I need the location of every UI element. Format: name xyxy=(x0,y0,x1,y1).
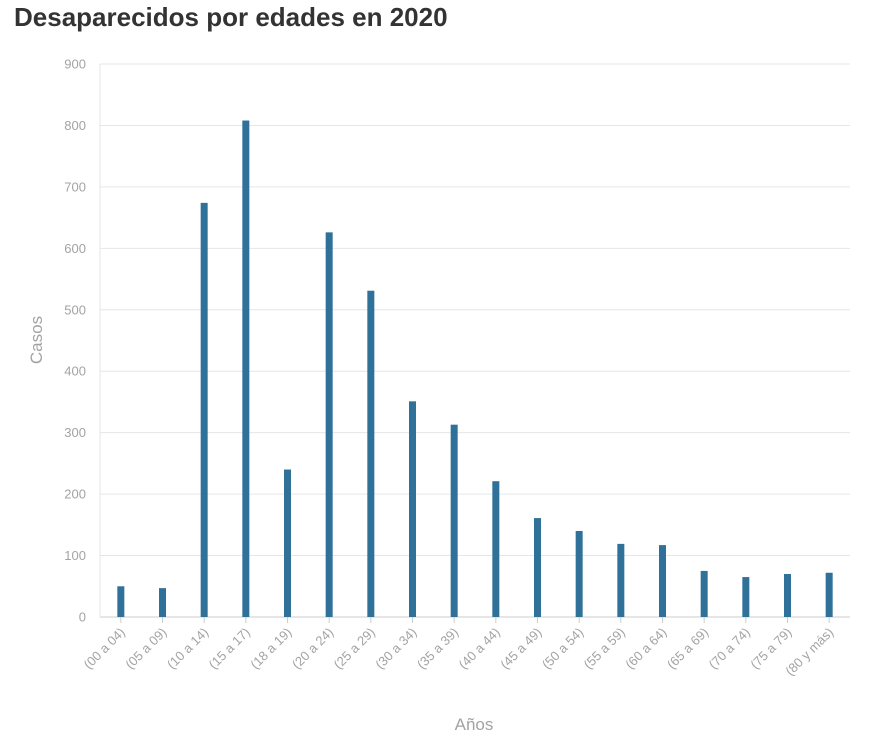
x-axis-ticks: (00 a 04)(05 a 09)(10 a 14)(15 a 17)(18 … xyxy=(81,617,836,679)
y-tick-label: 900 xyxy=(64,57,86,72)
bar[interactable] xyxy=(742,577,750,617)
x-tick-label: (60 a 64) xyxy=(622,625,669,672)
x-axis-label: Años xyxy=(455,715,494,734)
x-tick-label: (70 a 74) xyxy=(706,625,753,672)
x-tick-label: (45 a 49) xyxy=(497,625,544,672)
x-tick-label: (40 a 44) xyxy=(456,625,503,672)
x-tick-label: (30 a 34) xyxy=(372,625,419,672)
bar[interactable] xyxy=(200,202,208,617)
x-tick-label: (50 a 54) xyxy=(539,625,586,672)
bar[interactable] xyxy=(284,469,291,617)
bar[interactable] xyxy=(409,401,416,617)
bar[interactable] xyxy=(325,232,333,617)
y-tick-label: 400 xyxy=(64,364,86,379)
bar[interactable] xyxy=(617,543,625,617)
bar[interactable] xyxy=(659,545,666,617)
y-tick-label: 200 xyxy=(64,487,86,502)
y-tick-label: 500 xyxy=(64,302,86,317)
bar[interactable] xyxy=(117,586,125,617)
chart-title: Desaparecidos por edades en 2020 xyxy=(14,2,448,32)
x-tick-label: (00 a 04) xyxy=(81,625,128,672)
x-tick-label: (55 a 59) xyxy=(581,625,628,672)
x-tick-label: (10 a 14) xyxy=(164,625,211,672)
gridlines xyxy=(99,63,850,618)
y-tick-label: 100 xyxy=(64,548,86,563)
y-tick-label: 600 xyxy=(64,241,86,256)
x-tick-label: (65 a 69) xyxy=(664,625,711,672)
y-tick-label: 800 xyxy=(64,118,86,133)
x-tick-label: (15 a 17) xyxy=(206,625,253,672)
x-tick-label: (35 a 39) xyxy=(414,625,461,672)
x-tick-label: (18 a 19) xyxy=(247,625,294,672)
bar[interactable] xyxy=(575,530,583,617)
y-tick-label: 700 xyxy=(64,179,86,194)
x-tick-label: (20 a 24) xyxy=(289,625,336,672)
bar[interactable] xyxy=(450,424,458,617)
x-tick-label: (25 a 29) xyxy=(331,625,378,672)
x-tick-label: (05 a 09) xyxy=(122,625,169,672)
bar[interactable] xyxy=(367,290,375,617)
bar[interactable] xyxy=(492,481,500,617)
y-axis-ticks: 0 100 200 300 400 500 600 700 800 900 xyxy=(64,57,86,625)
bar[interactable] xyxy=(700,570,708,617)
y-tick-label: 0 xyxy=(79,610,86,625)
y-axis-label: Casos xyxy=(27,316,46,364)
bar[interactable] xyxy=(534,518,541,617)
bar[interactable] xyxy=(242,120,250,617)
bar[interactable] xyxy=(784,573,791,617)
bars xyxy=(117,120,833,617)
bar[interactable] xyxy=(159,588,166,617)
bar[interactable] xyxy=(825,572,833,617)
y-tick-label: 300 xyxy=(64,425,86,440)
